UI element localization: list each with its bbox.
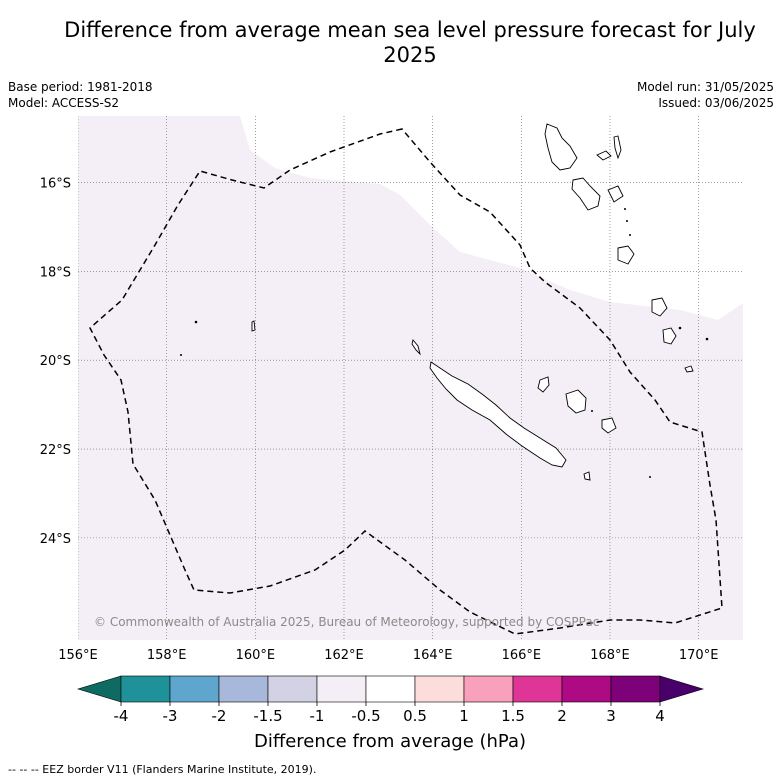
colorbar-tick-label: -1 [310,707,325,725]
latitude-tick-labels: 16°S 18°S 20°S 22°S 24°S [40,177,71,547]
longitude-tick-label: 166°E [502,648,542,663]
meta-right: Model run: 31/05/2025 Issued: 03/06/2025 [637,79,774,111]
vanuatu-islet-coast [596,150,612,161]
vanuatu-malekula-coast [571,177,601,211]
islet-marker [649,476,651,478]
longitude-tick-label: 156°E [58,648,98,663]
longitude-tick-label: 158°E [147,648,187,663]
vanuatu-tanna-coast [651,297,668,317]
longitude-tick-label: 162°E [324,648,364,663]
colorbar-segment [169,675,220,703]
walpole-coast [583,471,591,481]
belep-islands-coast [411,339,421,356]
islet-marker [678,326,682,330]
latitude-tick-label: 18°S [40,265,71,280]
latitude-tick-label: 22°S [40,443,71,458]
colorbar-segment [365,675,416,703]
colorbar-tick-label: 3 [606,707,616,725]
eez-legend-text: -- -- -- EEZ border V11 (Flanders Marine… [8,763,317,776]
loyalty-mare-coast [601,417,617,434]
colorbar-tick-label: -2 [212,707,227,725]
model-name: Model: ACCESS-S2 [8,96,120,110]
islet-marker [705,337,709,341]
colorbar-segment [267,675,318,703]
colorbar-segment [463,675,514,703]
coastlines [251,123,694,481]
islet-marker [194,320,198,324]
colorbar-segment [218,675,269,703]
colorbar-tick-label: 1.5 [501,707,525,725]
colorbar-tick-label: -4 [114,707,129,725]
anomaly-region [78,116,743,640]
longitude-tick-label: 170°E [679,648,719,663]
latitude-tick-label: 20°S [40,354,71,369]
vanuatu-efate-coast [617,245,635,265]
colorbar: -4 -3 -2 -1.5 -1 -0.5 0.5 1 1.5 2 3 4 [76,675,705,725]
latitude-tick-label: 24°S [40,532,71,547]
colorbar-tick-label: 1 [459,707,469,725]
colorbar-extend-high [659,675,705,703]
matthew-island-coast [684,365,694,373]
colorbar-segment [561,675,612,703]
colorbar-extend-low [76,675,122,703]
longitude-tick-label: 168°E [590,648,630,663]
meta-left: Base period: 1981-2018 Model: ACCESS-S2 [8,79,153,111]
vanuatu-pentecost-coast [607,185,624,203]
colorbar-tick-label: 4 [655,707,665,725]
islet-marker [591,410,593,412]
colorbar-tick-label: -3 [163,707,178,725]
small-islets [180,208,709,478]
loyalty-lifou-coast [565,389,587,414]
colorbar-tick-label: 0.5 [403,707,427,725]
latitude-tick-label: 16°S [40,177,71,192]
colorbar-segment [120,675,171,703]
colorbar-tick-label: -0.5 [351,707,380,725]
islet-marker [629,234,631,236]
colorbar-tick-label: -1.5 [253,707,282,725]
new-caledonia-coast [429,361,567,468]
islet-marker [624,208,626,210]
islet-marker [626,220,628,222]
model-run: Model run: 31/05/2025 [636,80,774,94]
colorbar-segment [512,675,563,703]
islet-marker [180,354,182,356]
colorbar-tick-label: 2 [557,707,567,725]
copyright-text: © Commonwealth of Australia 2025, Bureau… [94,615,599,629]
longitude-tick-label: 164°E [413,648,453,663]
colorbar-segment [610,675,661,703]
base-period: Base period: 1981-2018 [8,80,153,94]
colorbar-segment [316,675,367,703]
issued-date: Issued: 03/06/2025 [658,96,774,110]
colorbar-label: Difference from average (hPa) [254,731,526,752]
chesterfield-islet-coast [251,320,256,332]
colorbar-segment [414,675,465,703]
map-panel: © Commonwealth of Australia 2025, Bureau… [78,116,743,640]
page-title: Difference from average mean sea level p… [64,18,756,67]
loyalty-ouvea-coast [537,376,550,393]
vanuatu-santo-coast [544,123,578,171]
vanuatu-aneityum-coast [662,327,677,345]
longitude-tick-labels: 156°E 158°E 160°E 162°E 164°E 166°E 168°E 170°E [58,648,718,663]
vanuatu-maewo-coast [613,135,622,160]
longitude-tick-label: 160°E [236,648,276,663]
gridlines [78,116,743,640]
